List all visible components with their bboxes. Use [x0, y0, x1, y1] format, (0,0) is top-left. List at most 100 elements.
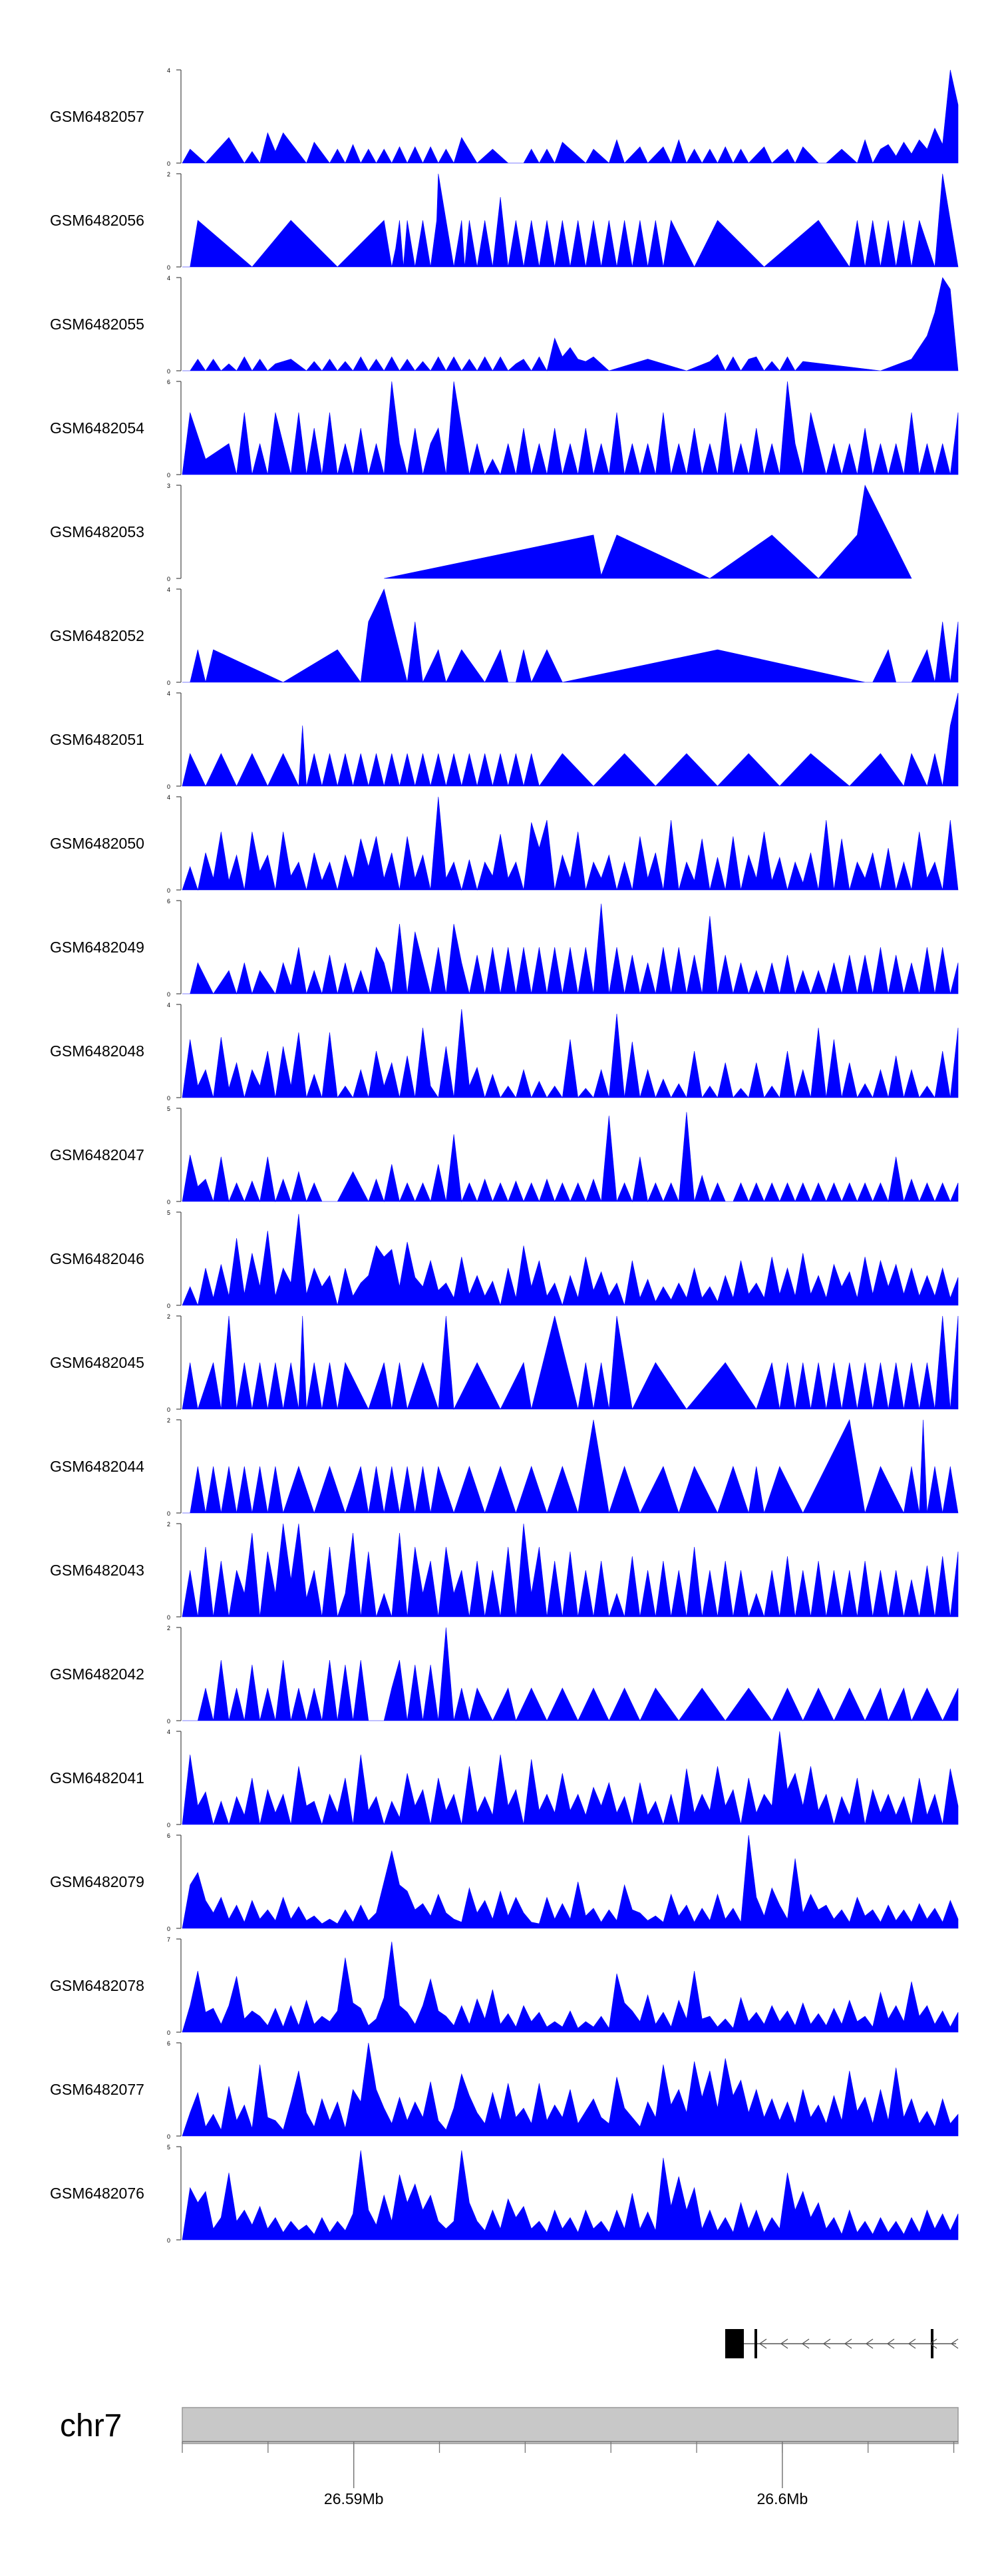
coverage-area [182, 1834, 959, 1929]
gene-model [725, 2329, 959, 2358]
coverage-area [182, 1523, 959, 1617]
gene-arrow [758, 2338, 767, 2349]
chromosome-label: chr7 [60, 2408, 122, 2444]
y-tick-label-zero: 0 [167, 2133, 170, 2140]
y-tick-label-max: 2 [167, 1417, 170, 1424]
track-label: GSM6482050 [50, 835, 144, 852]
y-tick-label-zero: 0 [167, 1303, 170, 1309]
y-tick-label-zero: 0 [167, 368, 170, 375]
coverage-area [182, 796, 959, 891]
track-GSM6482078: GSM6482078 7 0 [50, 1936, 959, 2036]
y-tick-label-zero: 0 [167, 2030, 170, 2036]
y-tick-label-max: 4 [167, 1729, 170, 1735]
y-tick-label-zero: 0 [167, 264, 170, 271]
coverage-area [182, 1008, 959, 1099]
y-tick-label-max: 4 [167, 690, 170, 697]
y-tick-label-max: 4 [167, 586, 170, 593]
track-label: GSM6482052 [50, 627, 144, 644]
track-GSM6482045: GSM6482045 2 0 [50, 1313, 959, 1413]
track-label: GSM6482076 [50, 2185, 144, 2202]
gene-arrow [844, 2338, 852, 2349]
gene-arrow [822, 2338, 831, 2349]
coverage-area [182, 1731, 959, 1826]
y-tick-label-max: 3 [167, 483, 170, 489]
y-tick-label-max: 7 [167, 1936, 170, 1943]
y-tick-label-max: 2 [167, 1625, 170, 1631]
y-tick-label-zero: 0 [167, 1718, 170, 1725]
track-label: GSM6482047 [50, 1146, 144, 1164]
gene-arrow [865, 2338, 874, 2349]
y-tick-label-max: 6 [167, 1832, 170, 1839]
gene-arrow [929, 2338, 937, 2349]
track-GSM6482043: GSM6482043 2 0 [50, 1521, 959, 1621]
y-tick-label-zero: 0 [167, 160, 170, 167]
gene-exon-block [725, 2329, 744, 2358]
coverage-area [384, 485, 912, 579]
track-label: GSM6482079 [50, 1873, 144, 1890]
track-GSM6482079: GSM6482079 6 0 [50, 1832, 959, 1932]
track-GSM6482051: GSM6482051 4 0 [50, 690, 959, 790]
y-tick-label-zero: 0 [167, 1926, 170, 1932]
y-tick-label-zero: 0 [167, 1614, 170, 1621]
track-GSM6482056: GSM6482056 2 0 [50, 171, 959, 271]
y-tick-label-zero: 0 [167, 991, 170, 998]
y-tick-label-zero: 0 [167, 680, 170, 686]
track-GSM6482044: GSM6482044 2 0 [50, 1417, 959, 1517]
y-tick-label-max: 2 [167, 1521, 170, 1528]
y-tick-label-max: 4 [167, 794, 170, 801]
y-tick-label-max: 2 [167, 171, 170, 178]
track-GSM6482053: GSM6482053 3 0 [50, 483, 912, 582]
coverage-area [182, 1419, 959, 1514]
coverage-area [182, 2150, 959, 2241]
y-tick-label-zero: 0 [167, 576, 170, 582]
y-tick-label-max: 6 [167, 2040, 170, 2047]
y-tick-label-zero: 0 [167, 783, 170, 790]
track-label: GSM6482057 [50, 108, 144, 125]
coverage-area [182, 1941, 959, 2033]
track-GSM6482050: GSM6482050 4 0 [50, 794, 959, 894]
y-tick-label-max: 2 [167, 1313, 170, 1320]
axis-tick-label: 26.59Mb [324, 2490, 384, 2507]
y-tick-label-zero: 0 [167, 472, 170, 479]
y-tick-label-zero: 0 [167, 1822, 170, 1828]
track-label: GSM6482041 [50, 1769, 144, 1787]
track-label: GSM6482051 [50, 731, 144, 748]
track-label: GSM6482077 [50, 2081, 144, 2098]
gene-direction-arrows [758, 2338, 959, 2349]
track-label: GSM6482042 [50, 1665, 144, 1683]
coverage-area [182, 69, 959, 164]
gene-arrow [908, 2338, 916, 2349]
track-label: GSM6482055 [50, 316, 144, 333]
y-tick-label-zero: 0 [167, 2237, 170, 2244]
coverage-area [182, 1213, 959, 1307]
axis-tick-label: 26.6Mb [757, 2490, 808, 2507]
track-GSM6482049: GSM6482049 6 0 [50, 898, 959, 998]
coverage-area [182, 692, 959, 787]
coverage-area [182, 277, 959, 371]
y-tick-label-max: 4 [167, 67, 170, 74]
track-GSM6482057: GSM6482057 4 0 [50, 67, 959, 167]
coverage-area [182, 588, 959, 684]
track-label: GSM6482044 [50, 1458, 144, 1475]
track-label: GSM6482048 [50, 1042, 144, 1060]
track-label: GSM6482054 [50, 419, 144, 437]
track-GSM6482047: GSM6482047 5 0 [50, 1106, 959, 1205]
track-GSM6482048: GSM6482048 4 0 [50, 1002, 959, 1102]
y-tick-label-max: 5 [167, 2144, 170, 2151]
coverage-area [182, 1315, 959, 1410]
y-tick-label-zero: 0 [167, 1510, 170, 1517]
genome-axis: 26.59Mb 26.6Mb [182, 2441, 958, 2507]
y-tick-label-max: 5 [167, 1106, 170, 1112]
y-tick-label-zero: 0 [167, 887, 170, 894]
track-GSM6482041: GSM6482041 4 0 [50, 1729, 959, 1828]
track-GSM6482055: GSM6482055 4 0 [50, 275, 959, 375]
y-tick-label-max: 4 [167, 1002, 170, 1008]
coverage-area [182, 173, 959, 268]
track-label: GSM6482053 [50, 523, 144, 540]
y-tick-label-max: 4 [167, 275, 170, 282]
tracks-group: GSM648205740GSM648205620GSM648205540GSM6… [50, 67, 959, 2244]
y-tick-label-max: 5 [167, 1209, 170, 1216]
coverage-area [182, 381, 959, 475]
track-GSM6482052: GSM6482052 4 0 [50, 586, 959, 686]
